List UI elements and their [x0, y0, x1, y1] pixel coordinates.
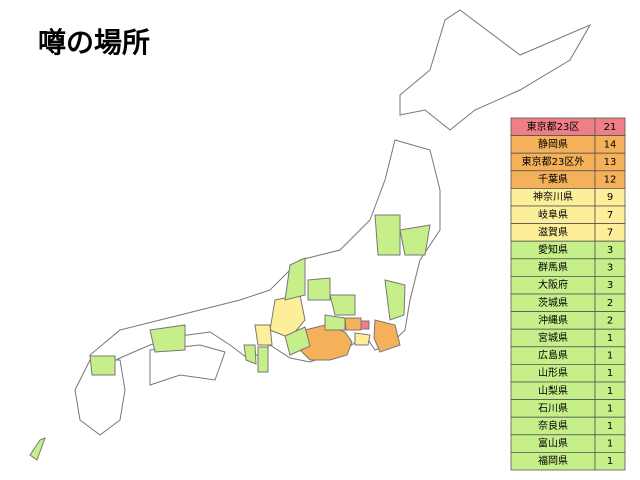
- region: [384, 279, 406, 321]
- count: 1: [607, 421, 613, 432]
- place-name: 滋賀県: [538, 225, 568, 238]
- place-name: 宮城県: [538, 331, 568, 344]
- count: 12: [604, 175, 617, 186]
- region: [243, 344, 257, 365]
- count: 2: [607, 298, 613, 309]
- place-name: 富山県: [538, 437, 568, 450]
- place-name: 福岡県: [538, 454, 568, 467]
- count: 1: [607, 456, 613, 467]
- count: 7: [607, 227, 613, 238]
- region: [284, 257, 306, 301]
- place-name: 神奈川県: [533, 190, 573, 203]
- region: [360, 320, 370, 330]
- place-name: 岐阜県: [538, 208, 568, 221]
- region: [324, 314, 346, 331]
- shikoku: [149, 344, 226, 386]
- region: [373, 319, 401, 353]
- count: 1: [607, 368, 613, 379]
- place-name: 静岡県: [538, 137, 568, 150]
- region: [374, 214, 401, 256]
- region: [29, 437, 46, 461]
- kyushu: [74, 359, 126, 436]
- region: [149, 324, 186, 353]
- count: 3: [607, 263, 613, 274]
- place-name: 石川県: [538, 402, 568, 414]
- place-name: 千葉県: [538, 173, 568, 186]
- count: 7: [607, 210, 613, 221]
- count: 1: [607, 439, 613, 450]
- count: 1: [607, 333, 613, 344]
- region: [284, 326, 311, 356]
- count: 1: [607, 351, 613, 362]
- place-name: 茨城県: [538, 296, 568, 309]
- region: [89, 355, 116, 376]
- hokkaido: [399, 9, 592, 131]
- count: 21: [604, 122, 617, 133]
- region: [257, 346, 269, 373]
- region: [254, 324, 273, 346]
- place-name: 広島県: [538, 349, 568, 362]
- region: [329, 294, 356, 316]
- place-name: 奈良県: [538, 419, 568, 432]
- count: 3: [607, 280, 613, 291]
- count: 9: [607, 192, 613, 203]
- count: 3: [607, 245, 613, 256]
- place-name: 沖縄県: [538, 313, 568, 326]
- title: 噂の場所: [38, 26, 150, 59]
- place-name: 山形県: [538, 367, 568, 379]
- region: [307, 277, 331, 301]
- place-name: 山梨県: [538, 384, 568, 397]
- region: [344, 317, 362, 331]
- place-name: 愛知県: [538, 243, 568, 256]
- count: 1: [607, 403, 613, 414]
- place-name: 大阪府: [538, 278, 568, 291]
- count: 14: [604, 139, 617, 150]
- table-cell: [594, 451, 626, 471]
- region: [354, 332, 371, 346]
- count: 13: [604, 157, 617, 168]
- place-name: 東京都23区外: [522, 155, 585, 168]
- count: 2: [607, 315, 613, 326]
- place-name: 群馬県: [538, 261, 568, 274]
- count: 1: [607, 386, 613, 397]
- place-name: 東京都23区: [527, 120, 580, 133]
- region: [399, 224, 431, 256]
